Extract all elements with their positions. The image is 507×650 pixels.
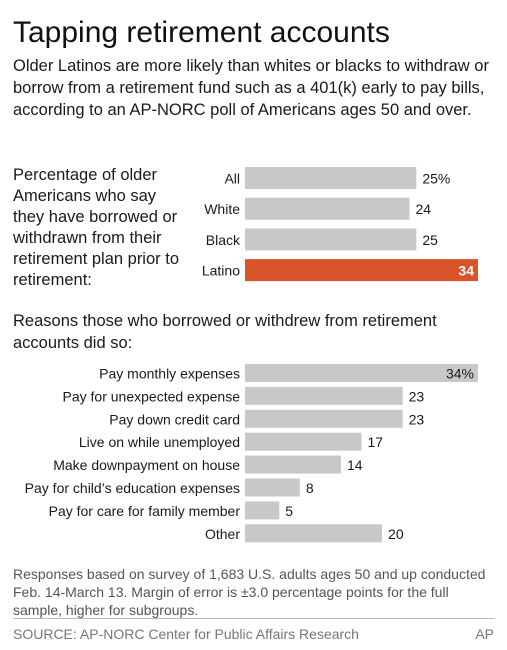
reason-category-label: Other	[205, 526, 240, 542]
group-category-label: White	[204, 201, 240, 217]
reason-value-label: 23	[409, 411, 425, 427]
reason-bar	[245, 501, 280, 520]
group-chart-title: Percentage of older Americans who say th…	[13, 166, 179, 289]
group-value-label: 24	[415, 201, 431, 217]
reason-category-label: Pay for care for family member	[49, 503, 241, 519]
group-bar	[245, 228, 417, 251]
ap-credit: AP	[475, 626, 494, 642]
reason-value-label: 23	[409, 388, 425, 404]
reason-value-label: 17	[368, 434, 384, 450]
group-bar	[245, 167, 417, 189]
chart-title: Tapping retirement accounts	[13, 16, 390, 49]
reason-bar	[245, 364, 478, 382]
reason-chart: Pay monthly expenses 34% Pay for unexpecte…	[25, 364, 478, 543]
footer-divider	[13, 618, 495, 619]
group-category-label: All	[224, 171, 240, 187]
reason-category-label: Pay for child’s education expenses	[25, 480, 240, 496]
methodology-note: Responses based on survey of 1,683 U.S. …	[13, 566, 486, 618]
reason-category-label: Pay for unexpected expense	[63, 388, 241, 404]
group-value-label: 34	[458, 263, 474, 279]
reasons-chart-title: Reasons those who borrowed or withdrew f…	[13, 312, 437, 352]
reason-value-label: 34%	[446, 366, 474, 382]
source-line: SOURCE: AP-NORC Center for Public Affair…	[13, 626, 359, 642]
reason-value-label: 8	[306, 480, 314, 496]
reason-category-label: Live on while unemployed	[79, 434, 240, 450]
reason-category-label: Make downpayment on house	[53, 457, 240, 473]
reason-bar	[245, 386, 403, 405]
chart-subtitle: Older Latinos are more likely than white…	[13, 57, 489, 119]
reason-bar	[245, 524, 383, 543]
group-chart: All 25% White 24 Black 25 Latino 34	[202, 167, 478, 282]
group-category-label: Latino	[202, 263, 240, 279]
reason-value-label: 20	[388, 526, 404, 542]
reason-category-label: Pay down credit card	[109, 411, 240, 427]
reason-category-label: Pay monthly expenses	[99, 366, 240, 382]
reason-value-label: 5	[285, 503, 293, 519]
reason-value-label: 14	[347, 457, 363, 473]
reason-bar	[245, 455, 341, 474]
reason-bar	[245, 478, 300, 497]
reason-bar	[245, 409, 403, 428]
group-bar	[245, 197, 410, 220]
group-value-label: 25%	[422, 171, 450, 187]
group-value-label: 25	[422, 232, 438, 248]
group-category-label: Black	[206, 232, 241, 248]
reason-bar	[245, 432, 362, 451]
group-bar	[245, 259, 478, 282]
